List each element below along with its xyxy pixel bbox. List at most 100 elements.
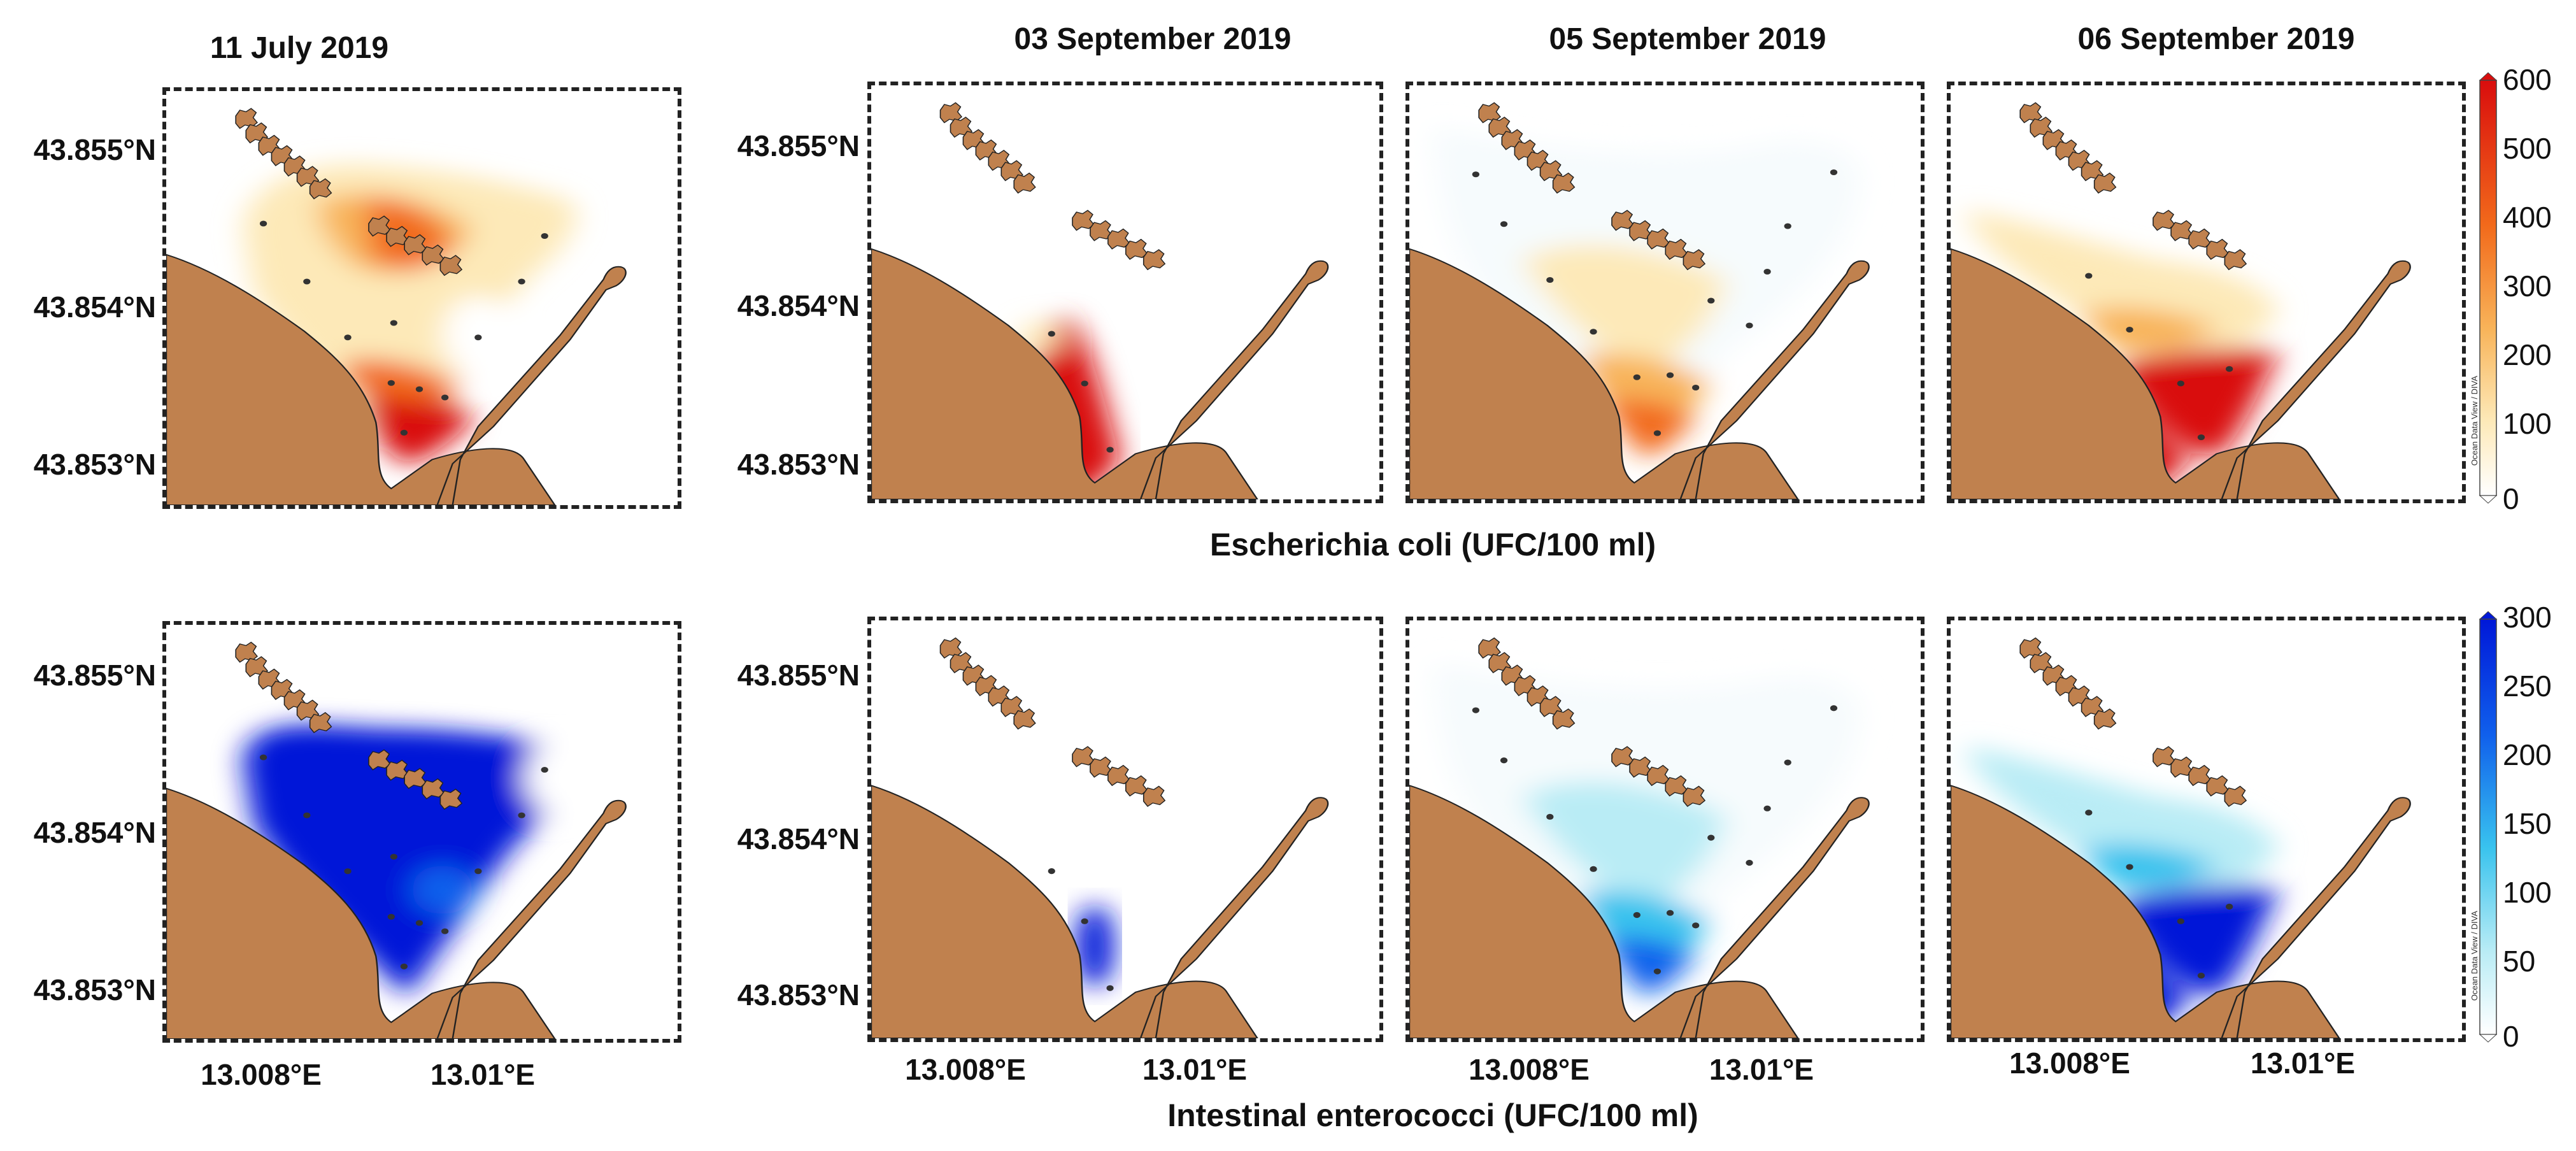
breakwater-rock	[2224, 249, 2247, 271]
coastline-land	[166, 787, 556, 1039]
breakwater-rock	[1629, 756, 1652, 778]
sampling-station	[1692, 922, 1700, 929]
lat-label-row2: 43.854°N	[33, 816, 156, 849]
lat-label-row1: 43.855°N	[737, 129, 860, 162]
breakwater-rock	[1090, 756, 1113, 778]
coastline-land	[1951, 248, 2340, 499]
lon-label: 13.01°E	[1142, 1053, 1248, 1086]
lon-label: 13.008°E	[905, 1053, 1026, 1086]
map-panel-ecoli-sep06	[1947, 82, 2466, 503]
sampling-station	[541, 766, 548, 773]
breakwater-rock	[386, 225, 409, 247]
sampling-station	[2085, 273, 2093, 279]
breakwater-rock	[1665, 238, 1688, 260]
breakwater-rock	[2206, 238, 2230, 260]
breakwater-rock	[2093, 172, 2117, 194]
breakwater-rock	[1478, 102, 1501, 124]
colorbar-entero-tick: 300	[2503, 601, 2552, 634]
sampling-station	[344, 334, 352, 341]
sampling-station	[1106, 985, 1114, 991]
sampling-station	[1106, 447, 1114, 453]
sampling-station	[1784, 223, 1791, 229]
breakwater-rock	[1072, 210, 1095, 231]
lat-label-row1: 43.854°N	[33, 290, 156, 324]
breakwater-rock	[1611, 746, 1634, 768]
breakwater-rock	[439, 255, 463, 276]
map-panel-entero-sep06	[1947, 617, 2466, 1042]
lon-label: 13.01°E	[430, 1058, 536, 1091]
colorbar-ecoli-tick: 0	[2503, 482, 2519, 515]
lon-label: 13.01°E	[2250, 1047, 2356, 1080]
breakwater-rock	[1142, 249, 1166, 271]
lat-label-row2: 43.855°N	[33, 659, 156, 692]
sampling-station	[1763, 268, 1771, 275]
breakwater-rock	[1665, 775, 1688, 797]
column-title: 03 September 2019	[1014, 22, 1292, 56]
sampling-station	[441, 928, 449, 934]
coastline-land	[1951, 785, 2340, 1038]
column-title: 05 September 2019	[1549, 22, 1826, 56]
lon-label: 13.01°E	[1709, 1053, 1814, 1086]
colorbar-entero-tick: 250	[2503, 669, 2552, 703]
sampling-station	[1590, 866, 1597, 872]
colorbar-entero-tick: 50	[2503, 945, 2536, 978]
sampling-station	[1666, 372, 1674, 378]
sampling-station	[1546, 276, 1554, 283]
sampling-station	[441, 394, 449, 401]
concentration-field	[243, 725, 596, 997]
breakwater-rock	[2153, 210, 2175, 231]
sampling-station	[303, 812, 311, 819]
breakwater-rock	[1090, 220, 1113, 241]
sampling-station	[1653, 430, 1662, 436]
sampling-station	[1081, 918, 1088, 924]
coastline-land	[871, 785, 1258, 1038]
breakwater-rock	[1125, 775, 1148, 797]
sampling-station	[400, 963, 408, 969]
breakwater-rock	[2093, 708, 2117, 730]
sampling-station	[400, 429, 408, 436]
lat-label-row2: 43.854°N	[737, 822, 860, 855]
coastline-land	[1409, 785, 1799, 1038]
coastline-land	[871, 248, 1258, 499]
colorbar-ecoli-tick: 500	[2503, 132, 2552, 165]
colorbar-entero	[2479, 610, 2498, 1043]
lon-label: 13.008°E	[2009, 1047, 2130, 1080]
pier	[1679, 260, 1870, 499]
sampling-station	[1546, 813, 1554, 820]
colorbar-entero-tick: 200	[2503, 738, 2552, 771]
sampling-station	[1784, 759, 1791, 766]
breakwater-rock	[422, 778, 445, 799]
sampling-station	[2085, 810, 2093, 816]
lat-label-row2: 43.853°N	[33, 973, 156, 1006]
sampling-station	[415, 920, 423, 926]
sampling-station	[2126, 326, 2133, 333]
breakwater-rock	[1647, 228, 1670, 250]
breakwater-rock	[1552, 708, 1576, 730]
colorbar-ecoli-tick: 300	[2503, 269, 2552, 303]
colorbar-entero-tick: 0	[2503, 1020, 2519, 1053]
breakwater-rock	[1629, 220, 1652, 241]
lat-label-row1: 43.853°N	[33, 448, 156, 481]
sampling-station	[1048, 331, 1055, 337]
sampling-station	[1590, 329, 1597, 335]
breakwater-rock	[2153, 746, 2175, 768]
breakwater-rock	[1013, 708, 1036, 730]
sampling-station	[1472, 171, 1480, 178]
sampling-station	[1746, 859, 1753, 866]
column-title: 11 July 2019	[210, 31, 389, 65]
breakwater-rock	[1107, 228, 1130, 250]
breakwater-rock	[2170, 220, 2193, 241]
breakwater-rock	[2170, 756, 2193, 778]
colorbar-ecoli-tick: 200	[2503, 338, 2552, 371]
colorbar-ecoli	[2479, 71, 2498, 504]
lat-label-row2: 43.853°N	[737, 978, 860, 1012]
sampling-station	[2226, 366, 2233, 372]
sampling-station	[541, 232, 548, 239]
map-panel-ecoli-sep05	[1405, 82, 1925, 503]
concentration-field	[1434, 662, 1861, 997]
sampling-station	[2197, 434, 2205, 441]
sampling-station	[474, 868, 482, 875]
sampling-station	[1763, 805, 1771, 811]
breakwater-rock	[1647, 764, 1670, 787]
concentration-field	[1966, 745, 2278, 1038]
